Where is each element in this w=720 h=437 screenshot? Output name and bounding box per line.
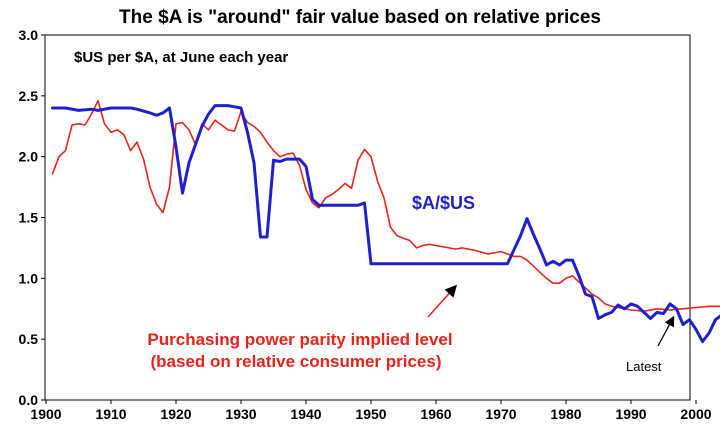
chart-subtitle: $US per $A, at June each year [74,49,288,66]
y-tick-label: 2.0 [19,149,39,165]
tick-labels: 0.0 0.5 1.0 1.5 2.0 2.5 3.0 1900 1910 1920 1930 194… [19,27,712,422]
x-tick-label: 1950 [355,406,386,422]
x-tick-label: 2000 [680,406,711,422]
ppp-label-line1: Purchasing power parity implied level [147,330,452,349]
x-tick-label: 1920 [160,406,191,422]
ppp-annotation-arrow [427,284,458,318]
x-tick-label: 1900 [30,406,61,422]
y-tick-label: 3.0 [19,27,39,43]
series-line-ppp [51,99,720,313]
series-lines [51,99,720,344]
y-tick-label: 2.5 [19,88,39,104]
chart-title: The $A is "around" fair value based on r… [119,7,601,28]
x-tick-label: 1980 [550,406,581,422]
x-tick-label: 1960 [420,406,451,422]
latest-label: Latest [626,359,662,374]
x-tick-label: 1970 [485,406,516,422]
x-tick-label: 1930 [225,406,256,422]
y-tick-label: 1.0 [19,270,39,286]
x-tick-label: 1990 [615,406,646,422]
x-tick-label: 1910 [95,406,126,422]
latest-arrow [657,315,675,347]
x-tick-label: 1940 [290,406,321,422]
axes [41,34,697,404]
y-tick-label: 1.5 [19,210,39,226]
ppp-label-line2: (based on relative consumer prices) [151,352,442,371]
y-tick-label: 0.5 [19,331,39,347]
y-tick-label: 0.0 [19,392,39,408]
series-line-aud-usd [51,104,720,344]
aud-series-label: $A/$US [412,193,475,213]
